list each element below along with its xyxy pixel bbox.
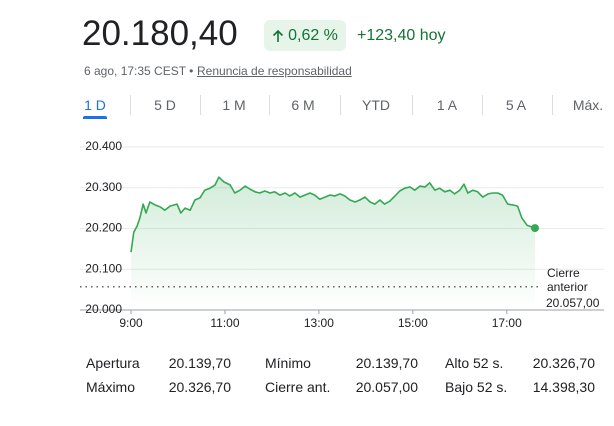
change-badge: 0,62 %	[264, 20, 346, 51]
y-tick-label: 20.000	[85, 302, 122, 316]
tab-separator	[268, 95, 270, 115]
price: 20.180,40	[82, 14, 238, 53]
tab-underline	[83, 116, 107, 119]
tab[interactable]: YTD	[362, 97, 390, 113]
y-tick-label: 20.100	[85, 261, 122, 275]
tab[interactable]: 5 D	[154, 97, 176, 113]
stat-value: 20.057,00	[355, 379, 418, 395]
date: 6 ago, 17:35 CEST •	[84, 64, 194, 78]
tab-separator	[130, 95, 131, 115]
stat-value: 20.326,70	[168, 379, 231, 395]
price-line	[130, 176, 536, 253]
stat-label: Bajo 52 s.	[445, 379, 508, 395]
tab[interactable]: Máx.	[572, 97, 604, 113]
change-abs: +123,40 hoy	[357, 27, 446, 44]
stat-value: 20.326,70	[532, 355, 595, 371]
up-arrow	[273, 29, 284, 42]
tab-separator	[552, 95, 553, 115]
tab-separator	[199, 95, 201, 115]
disclaimer-link[interactable]: Renuncia de responsabilidad	[197, 64, 352, 78]
previous-close-label: Cierre anterior	[547, 266, 588, 294]
x-tick-label: 13:00	[304, 316, 334, 330]
last-point	[530, 224, 539, 233]
tab[interactable]: 5 A	[505, 97, 527, 113]
y-tick-label: 20.400	[85, 139, 122, 153]
stat-label: Alto 52 s.	[445, 355, 504, 371]
y-tick-label: 20.200	[85, 221, 122, 235]
tab[interactable]: 1 A	[436, 97, 458, 113]
stat-label: Apertura	[86, 355, 140, 371]
y-tick-label: 20.300	[85, 180, 122, 194]
stat-label: Cierre ant.	[265, 379, 331, 395]
tab[interactable]: 6 M	[291, 97, 315, 113]
stat-value: 14.398,30	[532, 379, 595, 395]
tab[interactable]: 1 D	[84, 97, 106, 113]
stat-value: 20.139,70	[168, 355, 231, 371]
x-tick-label: 9:00	[119, 316, 143, 330]
stat-label: Máximo	[86, 379, 136, 395]
x-tick-label: 11:00	[210, 316, 239, 330]
area-fill	[131, 177, 535, 310]
previous-close-value: 20.057,00	[546, 296, 600, 310]
tab[interactable]: 1 M	[222, 97, 246, 113]
x-tick-label: 15:00	[398, 316, 428, 330]
tab-separator	[411, 95, 413, 115]
x-tick-label: 17:00	[492, 316, 522, 330]
tab-separator	[339, 95, 341, 115]
change-pct: 0,62 %	[288, 26, 338, 44]
tab-separator	[481, 95, 483, 115]
stat-value: 20.139,70	[355, 355, 418, 371]
stat-label: Mínimo	[265, 355, 311, 371]
